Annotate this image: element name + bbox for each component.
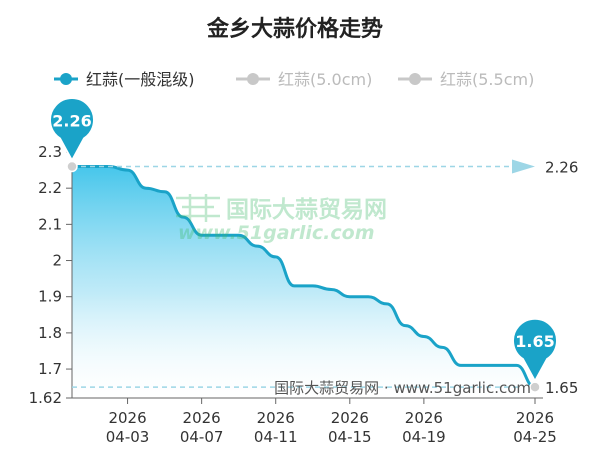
max-point[interactable] <box>66 160 78 173</box>
plot-area: 2.32.22.121.91.81.71.62202604-03202604-0… <box>29 97 578 446</box>
min-marker[interactable]: 1.65 <box>512 317 558 384</box>
legend-label-mixed: 红蒜(一般混级) <box>86 70 195 89</box>
x-tick-label-year: 2026 <box>405 409 443 427</box>
legend: 红蒜(一般混级) 红蒜(5.0cm) 红蒜(5.5cm) <box>54 70 534 89</box>
x-tick-label-date: 04-03 <box>106 428 150 446</box>
min-point[interactable] <box>529 381 541 393</box>
footer-watermark: 国际大蒜贸易网 · www.51garlic.com <box>274 379 531 397</box>
x-tick-label-date: 04-15 <box>328 428 372 446</box>
y-tick-label: 1.9 <box>38 288 62 306</box>
series-area <box>72 166 535 398</box>
x-tick-label-year: 2026 <box>331 409 369 427</box>
y-tick-label: 1.62 <box>29 389 62 407</box>
max-reference-label: 2.26 <box>545 158 578 176</box>
y-tick-label: 2.2 <box>38 179 62 197</box>
legend-label-55cm: 红蒜(5.5cm) <box>440 70 534 89</box>
y-tick-label: 2.1 <box>38 215 62 233</box>
series-line <box>71 165 536 389</box>
x-tick-label-year: 2026 <box>108 409 146 427</box>
min-marker-pin-icon <box>512 317 558 384</box>
x-tick-label-year: 2026 <box>257 409 295 427</box>
garlic-logo-icon <box>176 194 220 222</box>
min-reference-label: 1.65 <box>545 379 578 397</box>
x-tick-label-date: 04-11 <box>254 428 298 446</box>
max-marker[interactable]: 2.26 <box>49 97 95 163</box>
y-tick-label: 1.7 <box>38 360 62 378</box>
watermark: 国际大蒜贸易网 www.51garlic.com <box>176 194 387 244</box>
legend-item-55cm[interactable]: 红蒜(5.5cm) <box>398 70 534 89</box>
x-tick-label-date: 04-25 <box>513 428 557 446</box>
max-reference-arrow-icon <box>512 159 535 174</box>
x-tick-label-date: 04-07 <box>180 428 224 446</box>
chart-title: 金乡大蒜价格走势 <box>206 16 383 42</box>
min-marker-label: 1.65 <box>515 332 554 351</box>
y-tick-label: 2.3 <box>38 143 62 161</box>
watermark-brand: 国际大蒜贸易网 <box>226 197 387 223</box>
y-tick-label: 1.8 <box>38 324 62 342</box>
x-tick-label-date: 04-19 <box>402 428 446 446</box>
x-tick-label-year: 2026 <box>516 409 554 427</box>
legend-item-mixed[interactable]: 红蒜(一般混级) <box>54 70 195 89</box>
x-tick-label-year: 2026 <box>183 409 221 427</box>
watermark-url: www.51garlic.com <box>178 222 375 244</box>
legend-item-50cm[interactable]: 红蒜(5.0cm) <box>236 70 372 89</box>
y-tick-label: 2 <box>52 252 62 270</box>
max-marker-pin-icon <box>49 97 95 163</box>
legend-label-50cm: 红蒜(5.0cm) <box>278 70 372 89</box>
max-marker-label: 2.26 <box>52 111 91 130</box>
